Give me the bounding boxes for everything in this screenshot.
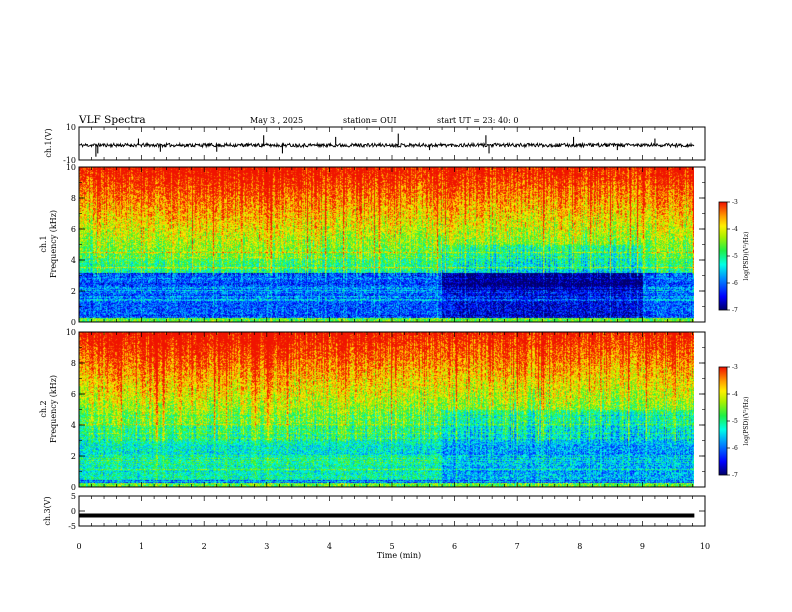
y-tick-label: 10 xyxy=(66,328,76,337)
y-tick-label: 4 xyxy=(71,421,76,430)
ch2-colorbar-label: log(PSD)(V²/Hz) xyxy=(743,397,750,446)
colorbar-tick-label: -7 xyxy=(732,307,738,314)
colorbar-tick-label: -5 xyxy=(732,418,738,425)
x-tick-label: 2 xyxy=(202,542,207,551)
ch3-waveform-ylabel: ch.3(V) xyxy=(43,496,52,525)
ch1-waveform-trace xyxy=(78,141,695,149)
x-tick-label: 7 xyxy=(515,542,520,551)
y-tick-label: 5 xyxy=(71,492,76,501)
colorbar-tick-label: -6 xyxy=(732,280,738,287)
colorbar-tick-label: -3 xyxy=(732,199,738,206)
y-tick-label: -5 xyxy=(68,522,76,531)
y-tick-label: 2 xyxy=(71,452,76,461)
x-tick-label: 0 xyxy=(76,542,81,551)
x-axis-label: Time (min) xyxy=(377,551,421,560)
ch3-waveform-panel: 5 0 -5 ch.3(V) xyxy=(43,492,706,531)
y-tick-label: 6 xyxy=(71,390,76,399)
ch2-spectrogram-image xyxy=(79,332,694,487)
x-tick-label: 1 xyxy=(139,542,144,551)
y-tick-label: 0 xyxy=(71,507,76,516)
ch2-colorbar xyxy=(719,367,727,475)
start-time-label: start UT = 23: 40: 0 xyxy=(437,116,518,125)
x-tick-label: 3 xyxy=(264,542,269,551)
colorbar-tick-label: -4 xyxy=(732,391,738,398)
x-tick-label: 10 xyxy=(700,542,710,551)
figure-title: VLF Spectra xyxy=(78,114,146,126)
ch1-spectrogram-image xyxy=(79,167,694,322)
ch1-colorbar xyxy=(719,202,727,310)
y-tick-label: 8 xyxy=(71,194,76,203)
ch2-frequency-label: Frequency (kHz) xyxy=(49,375,58,443)
ch1-waveform-ylabel: ch.1(V) xyxy=(44,128,53,157)
x-tick-label: 6 xyxy=(452,542,457,551)
ch1-colorbar-label: log(PSD)(V²/Hz) xyxy=(743,232,750,281)
y-tick-label: 0 xyxy=(71,483,76,492)
ch1-channel-label: ch.1 xyxy=(39,235,48,252)
y-tick-label: 2 xyxy=(71,287,76,296)
ch1-frequency-label: Frequency (kHz) xyxy=(49,210,58,278)
y-tick-label: 8 xyxy=(71,359,76,368)
ch1-waveform-panel: 10 -10 ch.1(V) xyxy=(44,123,706,165)
y-tick-label: 6 xyxy=(71,225,76,234)
ch2-channel-label: ch.2 xyxy=(39,400,48,417)
x-tick-label: 8 xyxy=(577,542,582,551)
colorbar-tick-label: -4 xyxy=(732,226,738,233)
station-label: station= OUI xyxy=(343,116,397,125)
x-tick-label: 4 xyxy=(327,542,332,551)
y-tick-label: 10 xyxy=(66,163,76,172)
x-tick-label: 9 xyxy=(640,542,645,551)
x-tick-label: 5 xyxy=(389,542,394,551)
date-label: May 3 , 2025 xyxy=(250,116,303,125)
colorbar-tick-label: -6 xyxy=(732,445,738,452)
y-tick-label: 4 xyxy=(71,256,76,265)
x-tick-labels: 0 1 2 3 4 5 6 7 8 9 10 xyxy=(76,542,710,551)
colorbar-tick-label: -7 xyxy=(732,472,738,479)
colorbar-tick-label: -5 xyxy=(732,253,738,260)
colorbar-tick-label: -3 xyxy=(732,364,738,371)
y-tick-label: 0 xyxy=(71,318,76,327)
y-tick-label: 10 xyxy=(66,123,76,132)
y-tick-label: -10 xyxy=(63,156,76,165)
